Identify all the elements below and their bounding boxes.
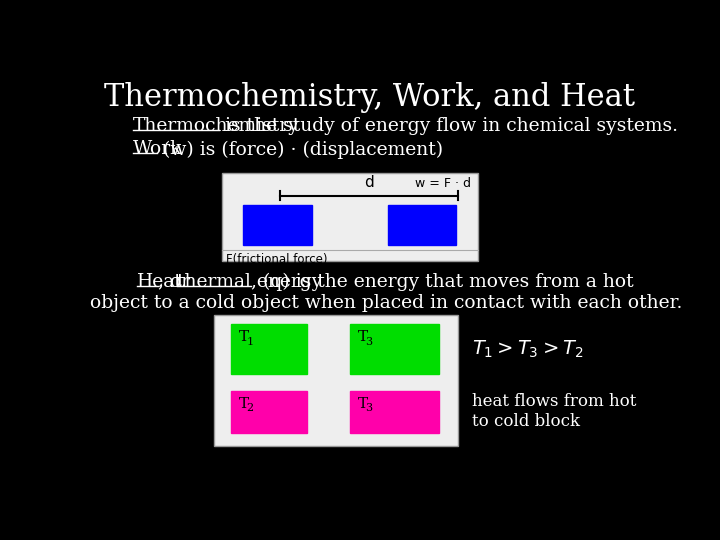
Bar: [214, 315, 458, 446]
Text: , (q) is the energy that moves from a hot: , (q) is the energy that moves from a ho…: [251, 273, 634, 291]
Bar: [231, 325, 307, 374]
Text: thermal energy: thermal energy: [177, 273, 322, 291]
Text: 1: 1: [246, 336, 253, 347]
Text: T: T: [239, 330, 249, 345]
Text: 2: 2: [246, 403, 253, 413]
Text: d: d: [364, 176, 374, 190]
Text: (w) is (force) · (displacement): (w) is (force) · (displacement): [157, 140, 443, 159]
Text: Heat: Heat: [137, 273, 182, 291]
Bar: [243, 205, 312, 245]
Text: Thermochemistry, Work, and Heat: Thermochemistry, Work, and Heat: [104, 82, 634, 113]
Text: T: T: [357, 330, 367, 345]
Text: 3: 3: [365, 403, 372, 413]
Text: Work: Work: [132, 140, 182, 158]
Bar: [350, 390, 438, 433]
Text: to cold block: to cold block: [472, 413, 580, 430]
Text: F(frictional force): F(frictional force): [225, 253, 327, 266]
Bar: [222, 173, 477, 261]
Text: w = F · d: w = F · d: [415, 177, 472, 190]
Text: , or: , or: [158, 273, 197, 291]
Text: Thermochemistry: Thermochemistry: [132, 117, 300, 135]
Text: object to a cold object when placed in contact with each other.: object to a cold object when placed in c…: [90, 294, 683, 312]
Text: T: T: [239, 397, 249, 410]
Text: $T_1 > T_3 > T_2$: $T_1 > T_3 > T_2$: [472, 339, 583, 360]
Text: T: T: [357, 397, 367, 410]
Text: is the study of energy flow in chemical systems.: is the study of energy flow in chemical …: [220, 117, 678, 135]
Text: 3: 3: [365, 336, 372, 347]
Bar: [231, 390, 307, 433]
Bar: [350, 325, 438, 374]
Bar: [387, 205, 456, 245]
Text: heat flows from hot: heat flows from hot: [472, 393, 636, 410]
